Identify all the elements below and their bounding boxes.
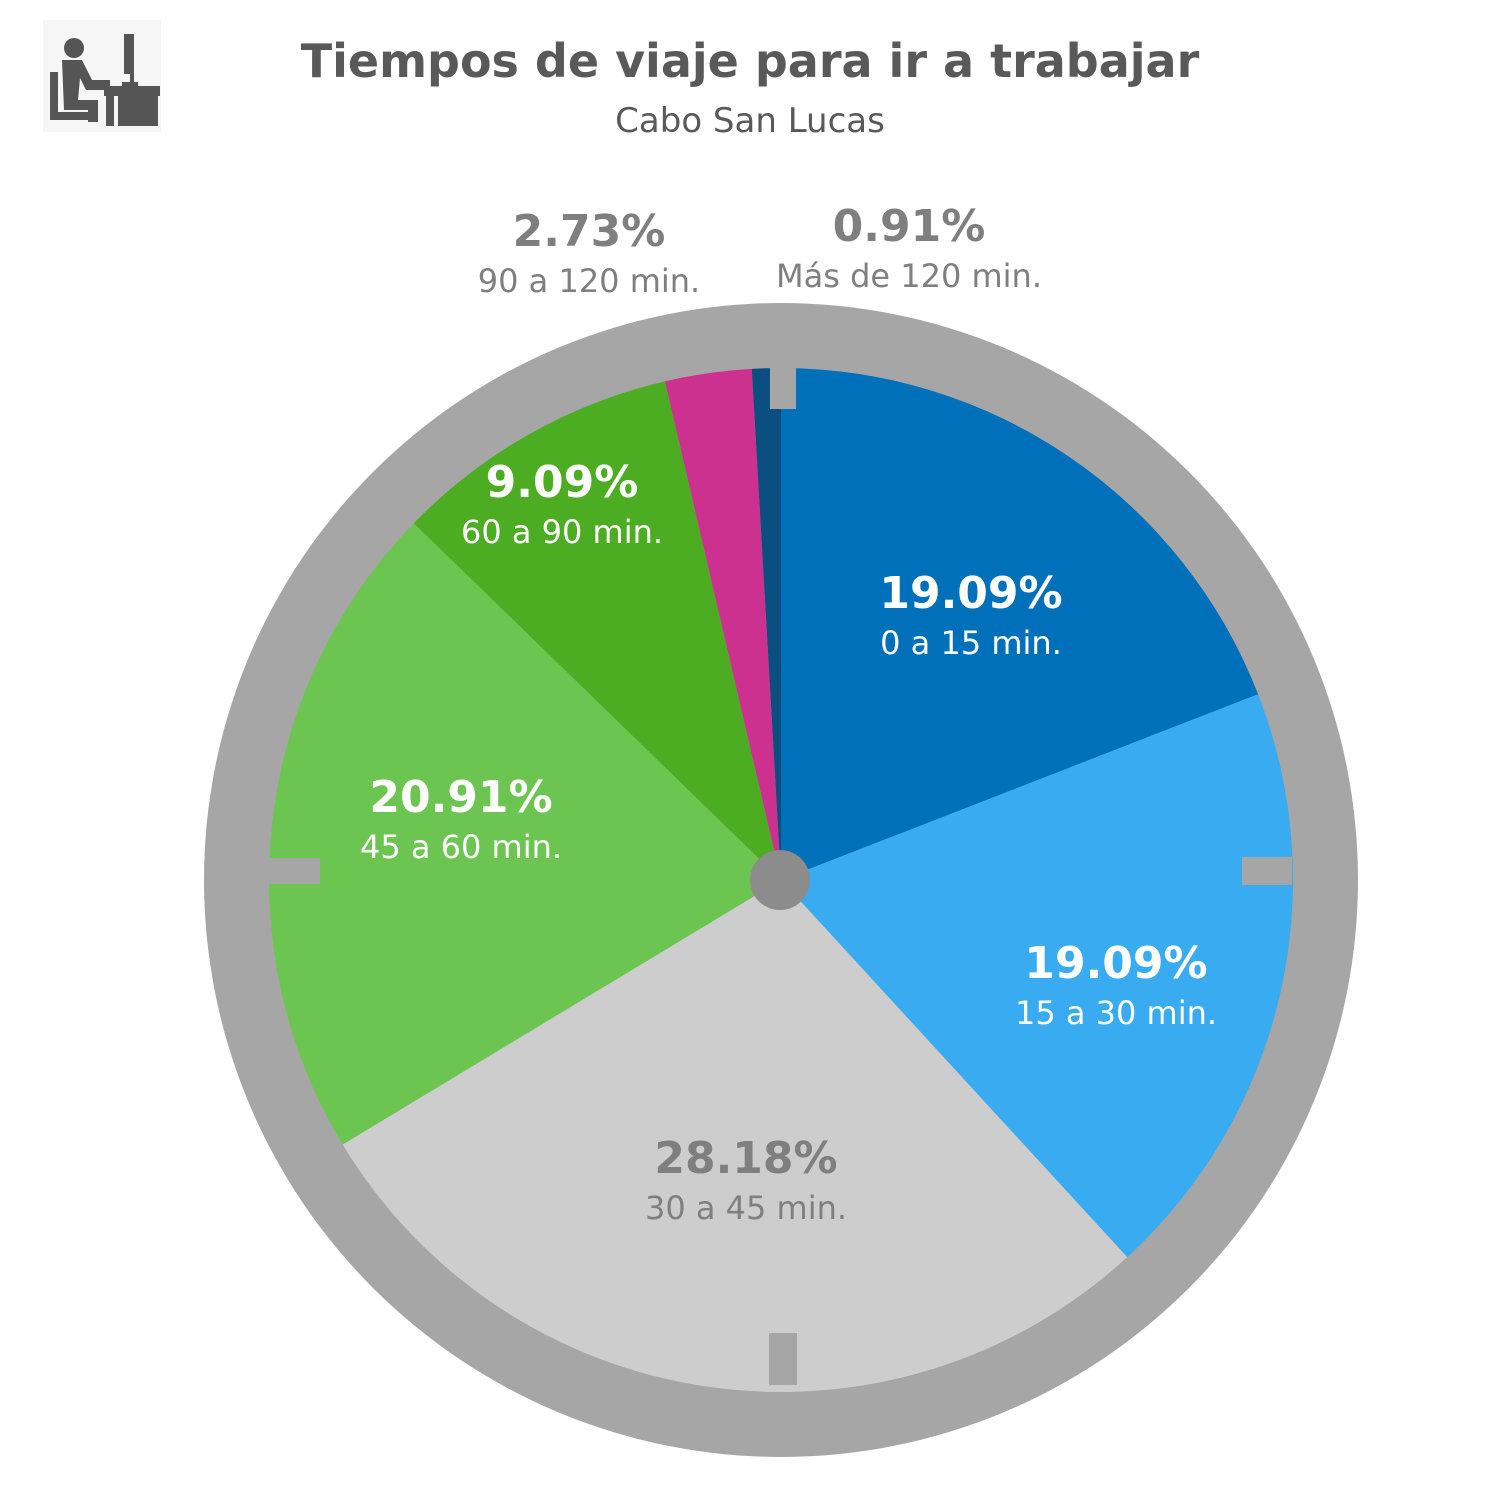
pie-slice-6	[664, 368, 781, 880]
pie-slice-1	[781, 368, 1259, 880]
pie-slice-7	[751, 368, 781, 880]
pie-slice-3	[342, 880, 1128, 1392]
tick-right	[1242, 857, 1292, 885]
tick-left	[266, 858, 320, 884]
tick-top	[770, 355, 796, 409]
person-at-desk-icon	[43, 20, 161, 132]
slice-category-label: 45 a 60 min.	[360, 828, 562, 866]
slice-value-label: 9.09%	[486, 457, 639, 508]
pie-slices	[268, 368, 1293, 1392]
slice-category-label: 0 a 15 min.	[880, 624, 1062, 662]
slice-value-label: 19.09%	[879, 568, 1062, 619]
slice-category-label: 60 a 90 min.	[461, 513, 663, 551]
slice-value-label: 0.91%	[833, 201, 986, 252]
pie-slice-5	[413, 381, 781, 880]
slice-value-label: 2.73%	[513, 206, 666, 257]
chart-subtitle: Cabo San Lucas	[615, 101, 885, 141]
slice-value-label: 28.18%	[654, 1133, 837, 1184]
slice-value-label: 19.09%	[1024, 938, 1207, 989]
pie-slice-4	[268, 523, 781, 1145]
chart-title: Tiempos de viaje para ir a trabajar	[301, 34, 1200, 88]
slice-category-label: Más de 120 min.	[776, 257, 1042, 295]
slice-labels: 19.09% 0 a 15 min. 19.09% 15 a 30 min. 28.18…	[360, 201, 1217, 1227]
slice-category-label: 90 a 120 min.	[478, 262, 700, 300]
slice-category-label: 15 a 30 min.	[1015, 994, 1217, 1032]
slice-category-label: 30 a 45 min.	[645, 1189, 847, 1227]
slice-value-label: 20.91%	[369, 772, 552, 823]
pie-slice-2	[781, 694, 1293, 1258]
clock-ticks	[266, 355, 1292, 1385]
pie-hub	[750, 850, 810, 910]
tick-bottom	[769, 1333, 797, 1385]
